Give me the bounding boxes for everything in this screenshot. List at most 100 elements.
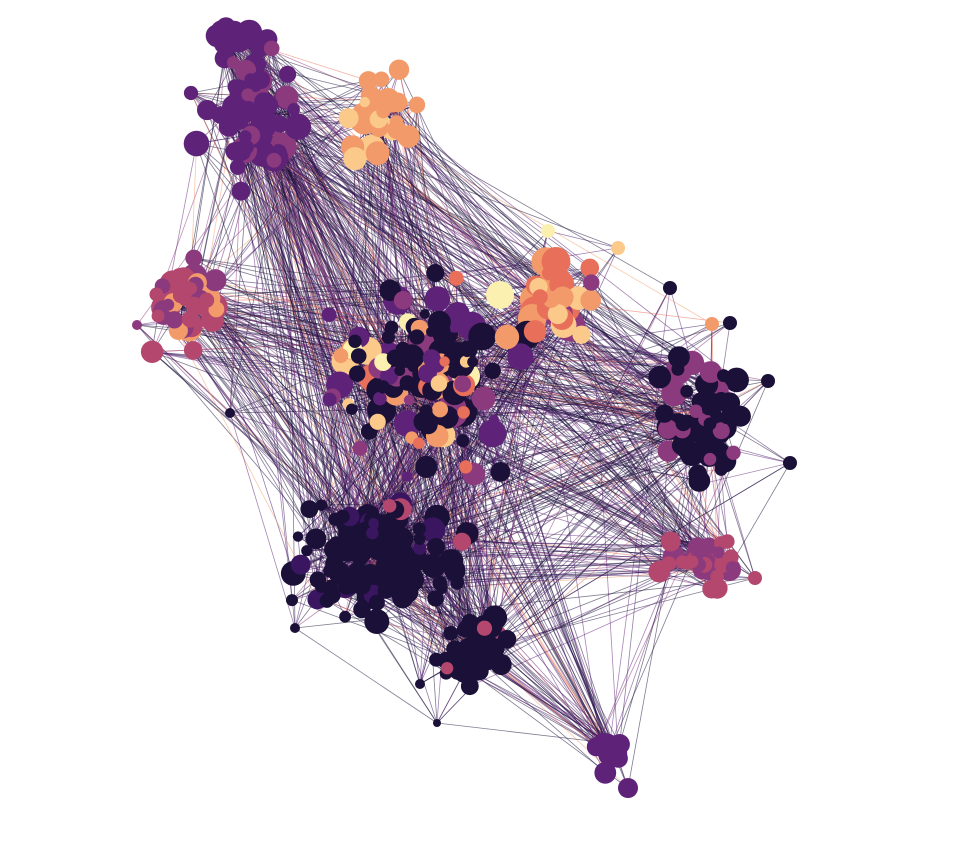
graph-node xyxy=(443,626,459,641)
graph-edge xyxy=(465,671,611,748)
graph-node xyxy=(365,141,390,166)
graph-node xyxy=(183,85,199,101)
graph-node xyxy=(321,307,337,322)
graph-edge xyxy=(434,428,700,482)
graph-node xyxy=(305,528,327,550)
graph-edge xyxy=(225,42,722,432)
graph-node xyxy=(660,531,681,552)
graph-node xyxy=(346,403,358,415)
graph-node xyxy=(426,264,445,282)
graph-node xyxy=(335,535,350,550)
graph-edge xyxy=(247,94,679,372)
graph-node xyxy=(675,555,690,569)
graph-node xyxy=(413,533,426,545)
graph-edge xyxy=(469,569,730,687)
graph-node xyxy=(338,108,359,129)
graph-node xyxy=(488,414,500,426)
graph-node xyxy=(211,106,229,124)
graph-node xyxy=(484,362,501,379)
graph-edge xyxy=(237,166,401,504)
graph-node xyxy=(440,662,454,675)
graph-edge xyxy=(395,393,614,758)
graph-node xyxy=(300,500,319,518)
graph-node xyxy=(373,391,387,406)
graph-node xyxy=(478,419,507,448)
graph-edge xyxy=(257,133,707,385)
graph-edge xyxy=(257,96,669,430)
graph-edge xyxy=(151,351,354,522)
graph-edge xyxy=(278,151,717,392)
graph-node xyxy=(663,281,677,295)
graph-node xyxy=(618,778,638,798)
graph-edge xyxy=(547,230,619,249)
graph-node xyxy=(194,301,209,316)
graph-node xyxy=(413,541,427,555)
graph-node xyxy=(426,326,437,337)
graph-node xyxy=(701,402,715,416)
graph-node xyxy=(497,630,517,649)
graph-node xyxy=(439,356,450,367)
graph-node xyxy=(490,462,511,482)
graph-node xyxy=(703,452,717,466)
graph-node xyxy=(140,340,164,363)
graph-node xyxy=(376,380,390,394)
graph-node xyxy=(450,576,465,590)
graph-node xyxy=(761,374,775,388)
graph-edge xyxy=(550,299,702,568)
graph-node xyxy=(216,17,236,38)
graph-node xyxy=(178,293,191,306)
graph-node xyxy=(448,270,464,286)
graph-edge xyxy=(229,412,693,563)
graph-node xyxy=(444,560,466,582)
graph-node xyxy=(225,408,235,418)
graph-node xyxy=(354,547,367,561)
graph-edge xyxy=(278,151,699,475)
graph-node xyxy=(339,610,351,623)
graph-edge xyxy=(201,117,349,307)
graph-node xyxy=(430,375,448,392)
graph-node xyxy=(648,365,672,389)
graph-edge xyxy=(274,104,418,159)
graph-node xyxy=(411,99,424,112)
graph-node xyxy=(315,580,328,593)
graph-edge xyxy=(376,621,617,749)
graph-node xyxy=(532,289,548,305)
graph-node xyxy=(343,147,367,171)
graph-node xyxy=(547,304,568,325)
graph-node xyxy=(165,311,183,329)
graph-node xyxy=(364,609,390,634)
graph-node xyxy=(250,40,269,59)
graph-node xyxy=(387,93,404,110)
graph-node xyxy=(456,434,470,448)
graph-node xyxy=(271,115,289,133)
graph-node xyxy=(275,85,299,109)
graph-node xyxy=(328,512,342,526)
graph-node xyxy=(162,298,175,311)
graph-node xyxy=(689,404,703,418)
graph-edge xyxy=(234,151,697,412)
graph-edge xyxy=(285,97,364,553)
graph-edge xyxy=(408,136,591,269)
graph-edge xyxy=(249,32,697,412)
graph-node xyxy=(322,392,337,407)
graph-node xyxy=(374,92,386,104)
graph-edge xyxy=(266,129,392,328)
graph-edge xyxy=(359,322,731,558)
graph-node xyxy=(712,422,730,440)
graph-edge xyxy=(534,331,703,571)
graph-node xyxy=(486,281,514,309)
graph-node xyxy=(384,325,396,337)
graph-edge xyxy=(206,109,361,555)
graph-node xyxy=(353,600,371,619)
graph-node xyxy=(409,329,425,345)
graph-edge xyxy=(596,452,734,747)
graph-edge xyxy=(252,95,346,586)
graph-node xyxy=(151,309,165,323)
graph-edge xyxy=(332,396,508,640)
graph-node xyxy=(319,593,335,608)
graph-node xyxy=(726,445,741,460)
graph-node xyxy=(388,59,410,80)
graph-node xyxy=(415,455,438,478)
graph-node xyxy=(279,65,297,83)
graph-node xyxy=(427,590,444,607)
